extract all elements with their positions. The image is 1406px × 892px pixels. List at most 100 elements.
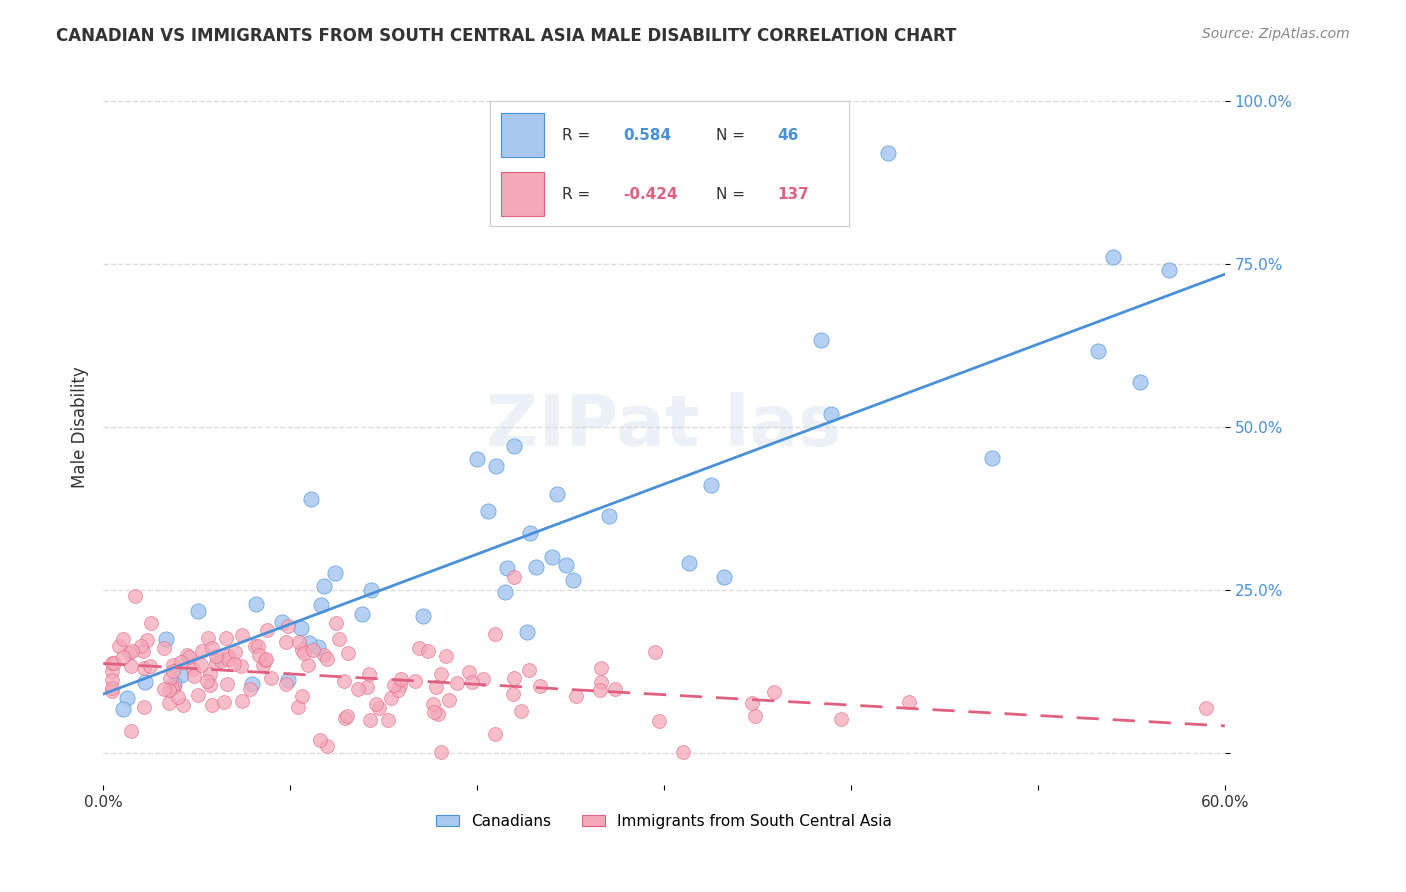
Point <box>179 649 201 664</box>
Point <box>465 452 488 467</box>
Point <box>204 656 226 670</box>
Point <box>103 656 125 670</box>
Point <box>291 689 314 703</box>
Point <box>382 678 405 692</box>
Point <box>425 681 447 695</box>
Point <box>136 632 159 647</box>
Point <box>163 676 186 690</box>
Point <box>201 640 224 655</box>
Point <box>484 627 506 641</box>
Point <box>713 569 735 583</box>
Point <box>430 745 453 759</box>
Point <box>820 407 842 421</box>
Point <box>222 657 245 672</box>
Point <box>277 673 299 687</box>
Point <box>157 696 180 710</box>
Point <box>457 665 479 679</box>
Point <box>423 705 446 719</box>
Point <box>245 597 267 611</box>
Point <box>359 713 381 727</box>
Point <box>132 699 155 714</box>
Point <box>744 709 766 723</box>
Point <box>217 677 239 691</box>
Point <box>509 704 531 718</box>
Point <box>240 677 263 691</box>
Point <box>101 664 124 678</box>
Point <box>124 589 146 603</box>
Point <box>494 585 516 599</box>
Point <box>589 682 612 697</box>
Point <box>516 624 538 639</box>
Point <box>555 558 578 572</box>
Point <box>591 675 613 690</box>
Point <box>603 681 626 696</box>
Point <box>1195 701 1218 715</box>
Point <box>309 732 332 747</box>
Point <box>484 727 506 741</box>
Point <box>517 663 540 677</box>
Point <box>980 450 1002 465</box>
Point <box>830 712 852 726</box>
Text: Source: ZipAtlas.com: Source: ZipAtlas.com <box>1202 27 1350 41</box>
Point <box>247 648 270 662</box>
Point <box>134 675 156 690</box>
Point <box>111 632 134 647</box>
Point <box>107 639 129 653</box>
Point <box>252 657 274 672</box>
Point <box>245 639 267 653</box>
Point <box>181 661 204 675</box>
Point <box>217 648 239 663</box>
Point <box>337 646 360 660</box>
Point <box>368 701 391 715</box>
Point <box>197 631 219 645</box>
Point <box>302 643 325 657</box>
Point <box>503 569 526 583</box>
Point <box>389 672 412 686</box>
Point <box>160 681 183 695</box>
Point <box>471 672 494 686</box>
Point <box>139 659 162 673</box>
Point <box>502 671 524 685</box>
Point <box>347 681 370 696</box>
Point <box>519 526 541 541</box>
Point <box>298 636 321 650</box>
Point <box>1101 251 1123 265</box>
Point <box>297 658 319 673</box>
Point <box>312 579 335 593</box>
Point <box>162 658 184 673</box>
Point <box>485 458 508 473</box>
Point <box>328 632 350 647</box>
Point <box>117 691 139 706</box>
Point <box>323 566 346 580</box>
Point <box>101 684 124 698</box>
Point <box>412 608 434 623</box>
Point <box>169 655 191 669</box>
Point <box>111 650 134 665</box>
Point <box>218 651 240 665</box>
Point <box>169 667 191 681</box>
Point <box>101 681 124 696</box>
Point <box>176 648 198 662</box>
Point <box>561 574 583 588</box>
Point <box>541 549 564 564</box>
Point <box>598 509 620 524</box>
Point <box>290 621 312 635</box>
Point <box>1157 263 1180 277</box>
Point <box>529 679 551 693</box>
Point <box>898 696 921 710</box>
Point <box>357 667 380 681</box>
Point <box>427 707 450 722</box>
Point <box>239 681 262 696</box>
Point <box>763 685 786 699</box>
Point <box>336 708 359 723</box>
Point <box>224 645 246 659</box>
Point <box>589 661 612 675</box>
Point <box>437 693 460 707</box>
Point <box>377 714 399 728</box>
Point <box>477 504 499 518</box>
Point <box>408 641 430 656</box>
Point <box>429 667 451 681</box>
Point <box>502 687 524 701</box>
Point <box>190 644 212 658</box>
Point <box>418 644 440 658</box>
